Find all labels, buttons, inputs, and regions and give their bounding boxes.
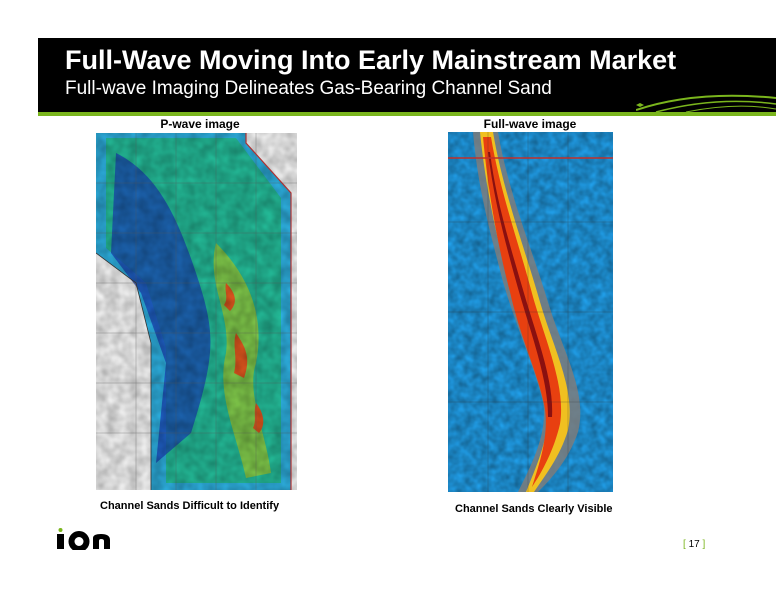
header-accent-rule [38, 112, 776, 116]
page-bracket-close: ] [702, 539, 705, 550]
full-wave-image [448, 132, 613, 492]
page-number-value: 17 [689, 539, 700, 550]
p-wave-image [96, 133, 297, 490]
page-bracket-open: [ [683, 539, 686, 550]
slide-subtitle: Full-wave Imaging Delineates Gas-Bearing… [65, 78, 552, 100]
slide-title: Full-Wave Moving Into Early Mainstream M… [65, 45, 676, 76]
p-wave-panel-title: P-wave image [140, 117, 260, 131]
ion-logo [57, 528, 127, 550]
page-number: [ 17 ] [683, 539, 705, 550]
full-wave-caption: Channel Sands Clearly Visible [455, 503, 613, 515]
header-swoosh-graphic [636, 88, 776, 112]
p-wave-caption: Channel Sands Difficult to Identify [100, 500, 279, 512]
slide-header: Full-Wave Moving Into Early Mainstream M… [38, 38, 776, 112]
full-wave-panel-title: Full-wave image [470, 117, 590, 131]
